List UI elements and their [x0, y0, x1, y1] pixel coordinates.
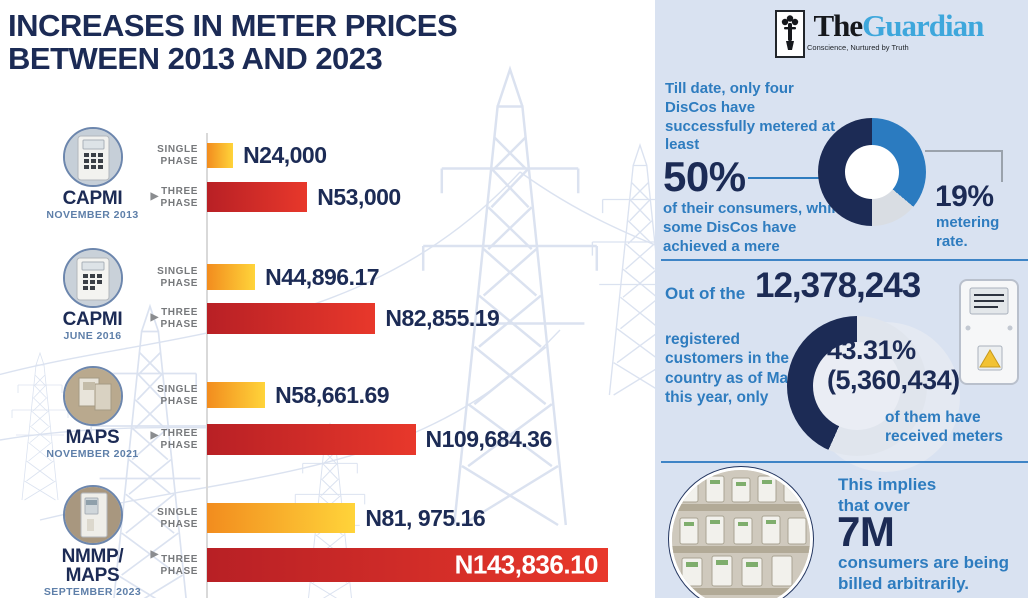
- section2-intro-text: Out of the: [665, 284, 746, 303]
- program-name: NMMP/ ▶ MAPS: [61, 546, 159, 586]
- program-date: NOVEMBER 2021: [46, 448, 139, 460]
- arrow-icon: ▶: [150, 191, 159, 202]
- meter-illustration: [958, 278, 1020, 388]
- title-line-2: BETWEEN 2013 AND 2023: [8, 40, 383, 76]
- logo-tagline: Conscience, Nurtured by Truth: [807, 43, 909, 52]
- guardian-emblem-icon: [775, 10, 805, 58]
- arrow-icon: ▶: [150, 549, 159, 560]
- bar-maps-2021-three: [207, 424, 416, 455]
- bar-capmi-2013-single: [207, 143, 234, 168]
- meter-photo: [62, 485, 123, 545]
- bar-capmi-2013-three: [207, 182, 308, 212]
- stat-19-percent: 19%: [935, 180, 994, 213]
- phase-label-single: SINGLE PHASE: [157, 384, 198, 407]
- guardian-logo: TheGuardian: [775, 8, 984, 58]
- page-title: INCREASES IN METER PRICES BETWEEN 2013 A…: [8, 8, 568, 76]
- meter-photo: [62, 248, 123, 308]
- bar-value: N82,855.19: [385, 305, 500, 331]
- section1-intro-text: Till date, only four DisCos have success…: [665, 80, 836, 154]
- chart-axis-line: [206, 133, 208, 598]
- section2-left-text: registered customers in the country as o…: [665, 331, 813, 407]
- bar-value: N53,000: [317, 183, 401, 210]
- section3-outro-text: consumers are being billed arbitrarily.: [838, 553, 1010, 594]
- divider: [661, 461, 1028, 463]
- meter-photo: [62, 366, 123, 426]
- arrow-icon: ▶: [150, 430, 159, 441]
- guardian-stats-panel: TheGuardian Conscience, Nurtured by Trut…: [655, 0, 1028, 598]
- phase-label-three: THREE PHASE: [160, 186, 198, 209]
- donut-hole: [845, 145, 899, 199]
- group-nmmp-maps-2023: NMMP/ ▶ MAPS SEPTEMBER 2023: [35, 485, 159, 598]
- section2-outro-text: of them have received meters: [885, 409, 1004, 446]
- title-line-1: INCREASES IN METER PRICES: [8, 8, 458, 43]
- divider: [661, 259, 1028, 261]
- bar-value: N143,836.10: [454, 549, 599, 580]
- phase-label-three: THREE PHASE: [160, 307, 198, 330]
- stat-metered-count: (5,360,434): [827, 365, 960, 395]
- stat-registered-customers: 12,378,243: [755, 266, 921, 305]
- bar-capmi-2016-single: [207, 264, 256, 290]
- stat-43-percent: 43.31%: [827, 335, 916, 365]
- phase-label-single: SINGLE PHASE: [157, 507, 198, 530]
- section1-outro-text: of their consumers, while some DisCos ha…: [663, 200, 844, 255]
- bar-maps-2021-single: [207, 382, 266, 408]
- bar-value: N58,661.69: [275, 381, 390, 408]
- program-name: MAPS ▶: [65, 427, 159, 448]
- phase-label-three: THREE PHASE: [160, 428, 198, 451]
- meters-shelf-photo: [669, 467, 813, 598]
- group-maps-2021: MAPS ▶ NOVEMBER 2021: [35, 366, 159, 460]
- group-capmi-2016: CAPMI ▶ JUNE 2016: [35, 248, 159, 342]
- logo-wordmark: TheGuardian: [813, 8, 984, 43]
- stat-19-label: metering rate.: [936, 214, 1000, 250]
- bar-capmi-2016-three: [207, 303, 376, 334]
- bar-value: N109,684.36: [425, 426, 553, 452]
- stat-7m: 7M: [837, 508, 895, 555]
- bar-nmmp-2023-single: [207, 503, 356, 533]
- arrow-icon: ▶: [150, 312, 159, 323]
- meter-photo: [62, 127, 123, 187]
- program-date: NOVEMBER 2013: [46, 209, 139, 221]
- phase-label-single: SINGLE PHASE: [157, 144, 198, 167]
- stat-50-percent: 50%: [663, 153, 746, 200]
- program-date: SEPTEMBER 2023: [43, 586, 142, 598]
- bar-value: N44,896.17: [265, 263, 380, 290]
- section3-intro-text: This implies that over: [838, 475, 937, 516]
- program-date: JUNE 2016: [63, 330, 122, 342]
- bar-nmmp-2023-three: N143,836.10: [207, 548, 608, 582]
- group-capmi-2013: CAPMI ▶ NOVEMBER 2013: [35, 127, 159, 221]
- callout-line-50: [748, 177, 820, 179]
- program-name: CAPMI ▶: [62, 188, 159, 209]
- phase-label-single: SINGLE PHASE: [157, 266, 198, 289]
- phase-label-three: THREE PHASE: [160, 554, 198, 577]
- program-name: CAPMI ▶: [62, 309, 159, 330]
- bar-value: N24,000: [243, 142, 327, 168]
- gauge-hole: [813, 342, 901, 430]
- callout-line-19: [925, 150, 1003, 182]
- bar-value: N81, 975.16: [365, 504, 486, 531]
